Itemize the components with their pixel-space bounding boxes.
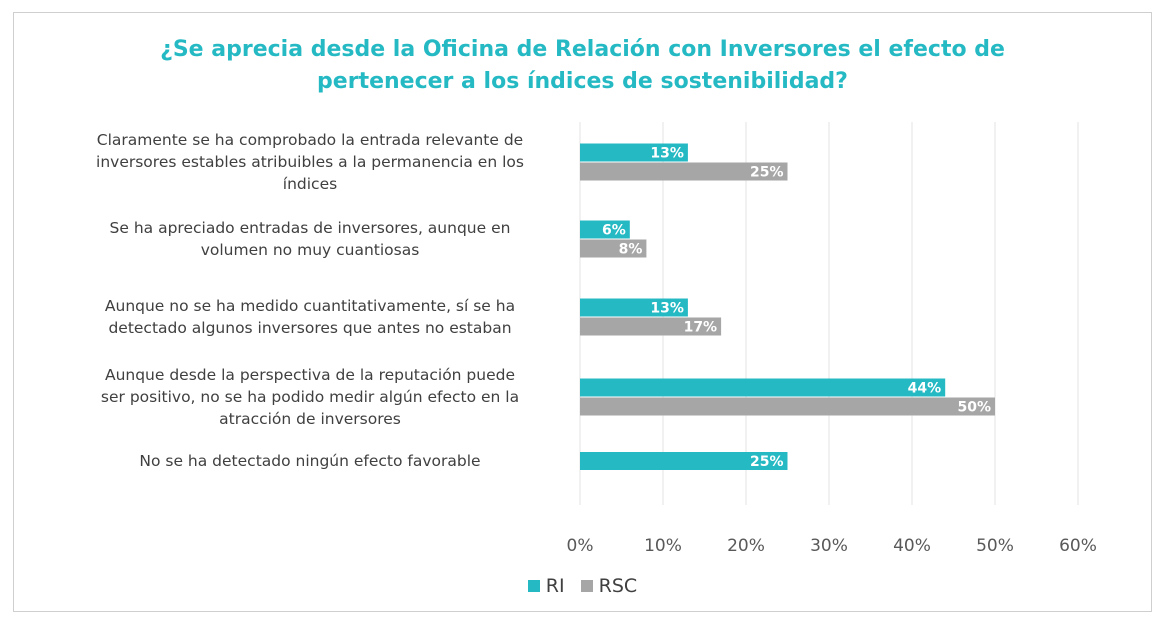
category-label-line: Aunque desde la perspectiva de la reputa…: [104, 366, 516, 384]
x-tick-label: 60%: [1059, 536, 1097, 556]
data-label-rsc: 50%: [957, 400, 991, 416]
category-label-line: Aunque no se ha medido cuantitativamente…: [104, 297, 516, 315]
category-label: Aunque desde la perspectiva de la reputa…: [60, 364, 560, 430]
data-label-rsc: 17%: [684, 320, 718, 336]
category-label-line: Se ha apreciado entradas de inversores, …: [109, 219, 511, 237]
x-tick-label: 0%: [567, 536, 594, 556]
category-label: Aunque no se ha medido cuantitativamente…: [60, 295, 560, 339]
x-tick-label: 20%: [727, 536, 765, 556]
category-label: No se ha detectado ningún efecto favorab…: [60, 450, 560, 472]
category-label-line: ser positivo, no se ha podido medir algú…: [100, 388, 520, 406]
data-label-ri: 13%: [650, 301, 684, 317]
bar-ri: [580, 378, 946, 397]
chart-title: ¿Se aprecia desde la Oficina de Relación…: [13, 34, 1152, 98]
data-label-ri: 13%: [650, 146, 684, 162]
bar-ri: [580, 143, 688, 162]
bar-rsc: [580, 317, 722, 336]
legend-label-ri: RI: [545, 575, 565, 597]
x-tick-label: 50%: [976, 536, 1014, 556]
bar-rsc: [580, 162, 788, 181]
bar-ri: [580, 298, 688, 317]
legend: RI RSC: [0, 575, 1165, 597]
category-label-line: No se ha detectado ningún efecto favorab…: [139, 452, 481, 470]
data-label-rsc: 25%: [750, 165, 784, 181]
category-label-line: inversores estables atribuibles a la per…: [96, 153, 524, 171]
data-label-ri: 6%: [602, 223, 626, 239]
category-label-line: volumen no muy cuantiosas: [200, 241, 420, 259]
chart-title-line-2: pertenecer a los índices de sostenibilid…: [317, 69, 848, 94]
chart-title-line-1: ¿Se aprecia desde la Oficina de Relación…: [160, 37, 1005, 62]
x-tick-label: 30%: [810, 536, 848, 556]
data-label-ri: 44%: [908, 381, 942, 397]
legend-label-rsc: RSC: [598, 575, 638, 597]
bar-ri: [580, 452, 788, 470]
category-label-line: índices: [282, 175, 338, 193]
legend-item-ri: RI: [527, 575, 565, 597]
legend-swatch-ri: [527, 580, 540, 592]
bar-rsc: [580, 239, 647, 258]
data-label-rsc: 8%: [619, 242, 643, 258]
bar-rsc: [580, 397, 995, 416]
legend-swatch-rsc: [580, 580, 593, 592]
legend-item-rsc: RSC: [580, 575, 638, 597]
category-label-line: detectado algunos inversores que antes n…: [108, 319, 512, 337]
data-label-ri: 25%: [750, 454, 784, 470]
category-label: Se ha apreciado entradas de inversores, …: [60, 217, 560, 261]
category-label: Claramente se ha comprobado la entrada r…: [60, 129, 560, 195]
category-label-line: atracción de inversores: [219, 410, 401, 428]
x-tick-label: 40%: [893, 536, 931, 556]
x-tick-label: 10%: [644, 536, 682, 556]
bar-ri: [580, 220, 630, 239]
category-label-line: Claramente se ha comprobado la entrada r…: [96, 131, 524, 149]
